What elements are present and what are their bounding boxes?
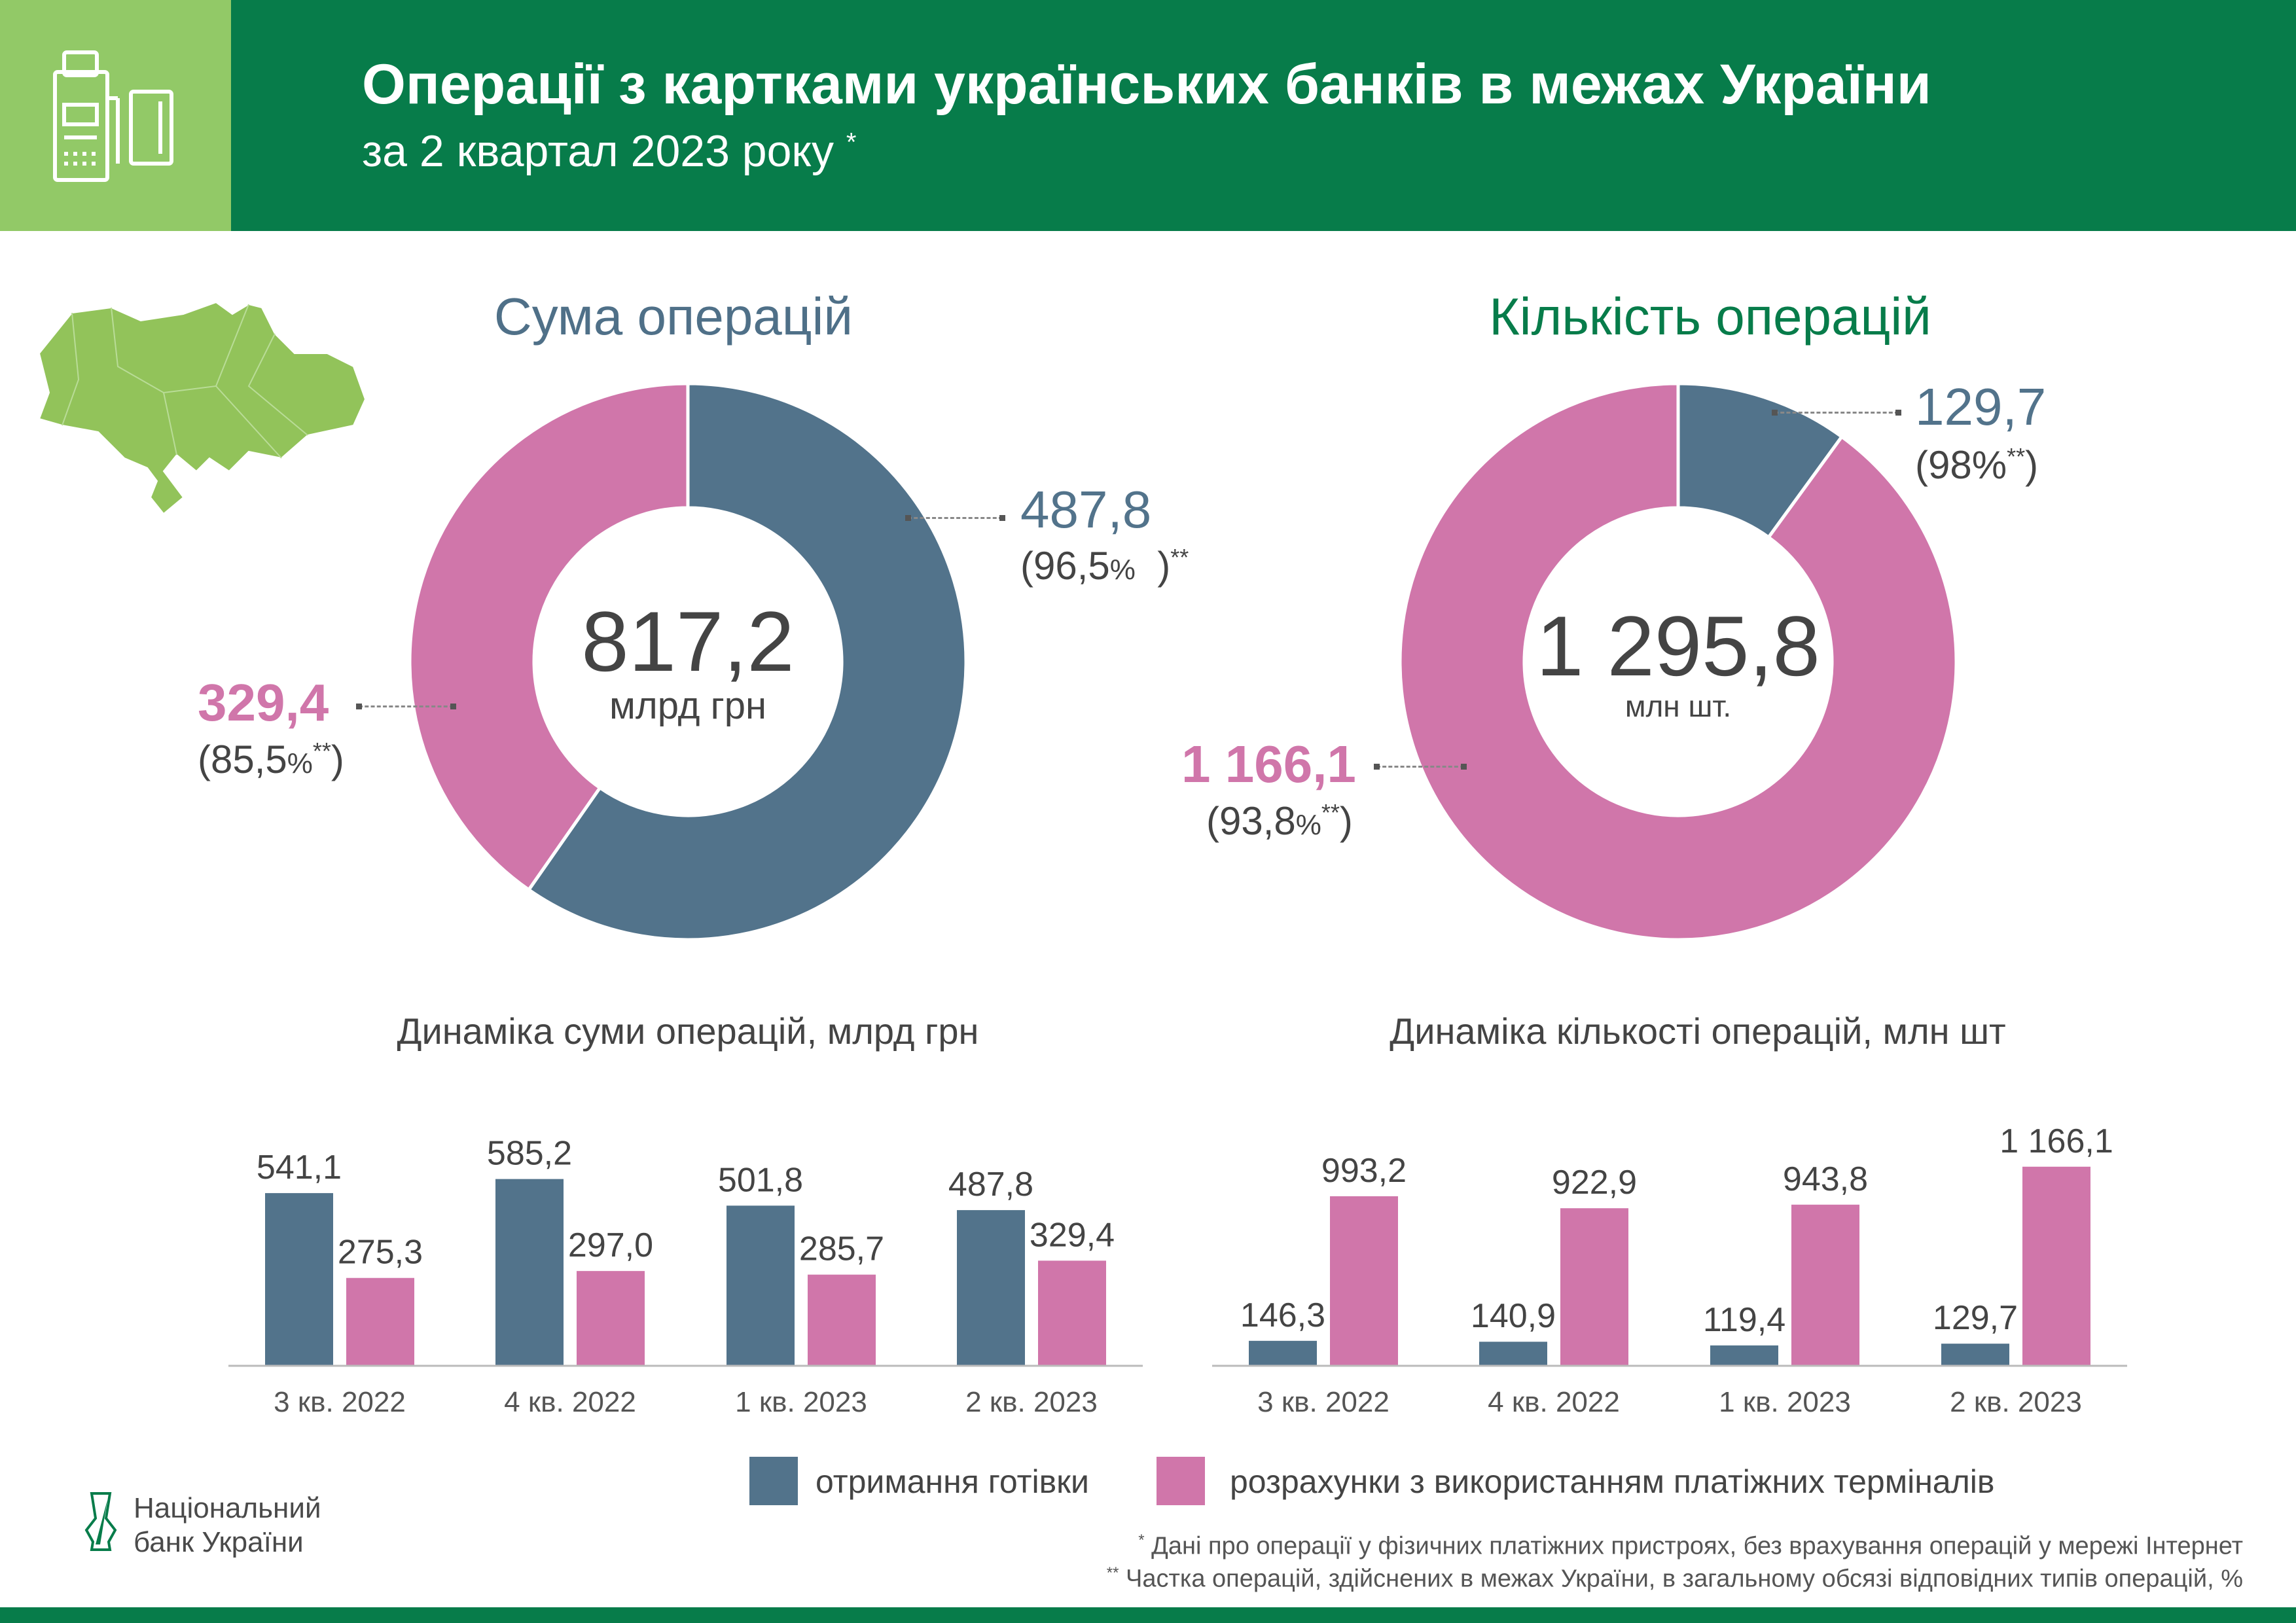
- sum-heading: Сума операцій: [493, 287, 853, 346]
- count-dynamics-bar: [1941, 1344, 2009, 1366]
- footnote-2: ** Частка операцій, здійснених в межах У…: [1106, 1564, 2243, 1593]
- sum-dynamics-data-label: 487,8: [948, 1166, 1033, 1204]
- sum-dynamics-bar: [577, 1271, 645, 1366]
- count-dynamics-bar: [1479, 1342, 1547, 1366]
- sum-dynamics-bar: [265, 1193, 333, 1366]
- leader-line: [356, 704, 456, 709]
- footnote-1: * Дані про операції у фізичних платіжних…: [1138, 1531, 2243, 1560]
- legend-label-cash: отримання готівки: [816, 1463, 1089, 1500]
- sum-dynamics-data-label: 541,1: [257, 1149, 342, 1186]
- sum-dynamics-category-label: 1 кв. 2023: [735, 1386, 867, 1418]
- sum-donut-slice-1: [408, 382, 690, 893]
- count-dynamics-bar: [1330, 1196, 1398, 1366]
- count-dynamics-category-label: 3 кв. 2022: [1257, 1386, 1390, 1418]
- sum-cash-value: 487,8: [1020, 480, 1152, 539]
- pos-terminal-card-icon: [53, 50, 173, 182]
- page-subtitle: за 2 квартал 2023 року *: [362, 126, 856, 177]
- sum-dynamics-category-label: 4 кв. 2022: [504, 1386, 636, 1418]
- count-dynamics-category-label: 2 кв. 2023: [1950, 1386, 2082, 1418]
- count-dynamics-data-label: 1 166,1: [2000, 1122, 2113, 1160]
- ukraine-map: [38, 301, 367, 515]
- count-dynamics-bar: [1560, 1208, 1628, 1366]
- sum-dynamics-category-label: 3 кв. 2022: [274, 1386, 406, 1418]
- sum-dynamics-data-label: 297,0: [568, 1226, 653, 1264]
- count-dynamics-data-label: 146,3: [1240, 1296, 1325, 1334]
- sum-dynamics-data-label: 275,3: [338, 1234, 423, 1272]
- count-dynamics-data-label: 129,7: [1933, 1299, 2018, 1337]
- count-unit: млн шт.: [1624, 689, 1732, 723]
- sum-cash-share: (96,5% )**: [1020, 544, 1189, 588]
- sum-dynamics-data-label: 585,2: [487, 1135, 572, 1173]
- sum-unit: млрд грн: [609, 685, 767, 727]
- count-dynamics-data-label: 943,8: [1783, 1160, 1868, 1198]
- sum-terminal-share: (85,5%**): [198, 738, 344, 781]
- sum-dynamics-title: Динаміка суми операцій, млрд грн: [397, 1010, 979, 1052]
- count-dynamics-data-label: 119,4: [1703, 1301, 1785, 1339]
- page-title: Операції з картками українських банків в…: [362, 53, 1931, 116]
- count-dynamics-bar: [1791, 1204, 1859, 1366]
- leader-line: [1374, 764, 1467, 770]
- sum-dynamics-bar: [495, 1179, 564, 1366]
- leader-line: [1772, 410, 1901, 416]
- logo-line2: банк України: [134, 1526, 304, 1558]
- sum-dynamics-bar: [957, 1210, 1025, 1366]
- count-donut-slice-1: [1398, 382, 1958, 942]
- sum-dynamics-bar: [808, 1274, 876, 1366]
- sum-dynamics-bar: [726, 1205, 795, 1366]
- leader-line: [905, 515, 1005, 521]
- count-dynamics-category-label: 1 кв. 2023: [1719, 1386, 1851, 1418]
- sum-dynamics-bar: [1038, 1260, 1106, 1366]
- count-dynamics-data-label: 140,9: [1471, 1297, 1556, 1335]
- count-cash-share: (98%**): [1915, 443, 2039, 487]
- count-dynamics-bar: [1710, 1345, 1778, 1366]
- sum-dynamics-category-label: 2 кв. 2023: [965, 1386, 1098, 1418]
- legend-label-terminals: розрахунки з використанням платіжних тер…: [1230, 1463, 1995, 1500]
- count-dynamics-title: Динаміка кількості операцій, млн шт: [1390, 1010, 2006, 1052]
- count-dynamics-data-label: 993,2: [1321, 1152, 1407, 1190]
- count-cash-value: 129,7: [1915, 378, 2047, 436]
- legend-swatch-terminals: [1157, 1457, 1205, 1505]
- sum-donut-slice-0: [526, 382, 968, 942]
- count-dynamics-category-label: 4 кв. 2022: [1488, 1386, 1620, 1418]
- sum-total: 817,2: [581, 594, 795, 689]
- sum-terminal-value: 329,4: [198, 673, 329, 732]
- bottom-bar: [0, 1607, 2296, 1623]
- count-dynamics-bar: [2022, 1166, 2090, 1366]
- count-terminal-share: (93,8%**): [1206, 799, 1353, 843]
- footnote-mark: *: [846, 128, 857, 157]
- count-dynamics-data-label: 922,9: [1552, 1164, 1637, 1202]
- header-bar: [231, 0, 2296, 231]
- count-heading: Кількість операцій: [1489, 287, 1931, 346]
- subtitle-text: за 2 квартал 2023 року: [362, 126, 834, 176]
- header-icon-panel: [0, 0, 231, 231]
- count-terminal-value: 1 166,1: [1181, 735, 1356, 793]
- legend-swatch-cash: [749, 1457, 798, 1505]
- nbu-logo-icon: [84, 1492, 117, 1551]
- sum-dynamics-data-label: 329,4: [1030, 1216, 1115, 1254]
- sum-dynamics-data-label: 285,7: [799, 1230, 884, 1268]
- sum-dynamics-bar: [346, 1277, 414, 1366]
- logo-line1: Національний: [134, 1492, 321, 1524]
- sum-dynamics-data-label: 501,8: [718, 1161, 803, 1199]
- count-total: 1 295,8: [1536, 598, 1820, 694]
- count-dynamics-bar: [1249, 1340, 1317, 1366]
